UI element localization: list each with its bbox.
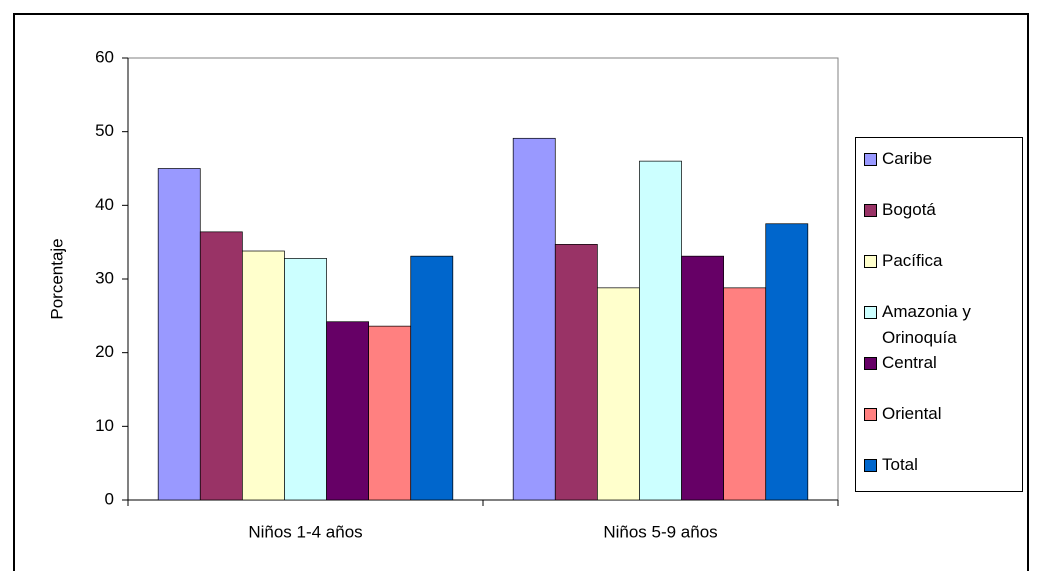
legend-item: Pacífica xyxy=(864,248,1014,274)
legend-label: Oriental xyxy=(882,404,942,423)
bar xyxy=(512,137,556,501)
legend-label: Amazonia y Orinoquía xyxy=(882,302,971,347)
legend-item: Total xyxy=(864,452,1014,478)
bar xyxy=(199,231,243,501)
legend-swatch xyxy=(864,408,877,421)
bar xyxy=(410,255,454,501)
bar xyxy=(284,258,327,501)
legend-swatch xyxy=(864,204,877,217)
bar xyxy=(554,244,598,501)
legend-label: Bogotá xyxy=(882,200,936,219)
legend-label: Pacífica xyxy=(882,251,943,270)
legend-label: Central xyxy=(882,353,937,372)
y-tick-label: 10 xyxy=(95,416,114,435)
bar xyxy=(368,325,412,501)
frame xyxy=(13,13,1029,571)
legend-swatch xyxy=(864,255,877,268)
y-tick-label: 40 xyxy=(95,195,114,214)
bar xyxy=(326,321,369,501)
y-tick-label: 50 xyxy=(95,121,114,140)
legend-swatch xyxy=(864,306,877,319)
y-tick-label: 60 xyxy=(95,47,114,66)
legend-swatch xyxy=(864,459,877,472)
bar xyxy=(639,160,682,501)
legend-label: Total xyxy=(882,455,918,474)
legend-item: Oriental xyxy=(864,401,1014,427)
bar xyxy=(681,255,724,501)
y-axis-label: Porcentaje xyxy=(47,238,66,319)
legend-item: Amazonia y Orinoquía xyxy=(864,299,1014,351)
x-tick-label: Niños 1-4 años xyxy=(248,522,362,541)
legend-label: Caribe xyxy=(882,149,933,168)
bar xyxy=(157,168,201,501)
bar xyxy=(597,287,640,501)
legend-item: Bogotá xyxy=(864,197,1014,223)
legend-swatch xyxy=(864,357,877,370)
y-tick-label: 0 xyxy=(105,489,114,508)
legend-item: Central xyxy=(864,350,1014,376)
bar xyxy=(723,287,767,501)
bar xyxy=(242,250,285,501)
legend-swatch xyxy=(864,153,877,166)
x-tick-label: Niños 5-9 años xyxy=(603,522,717,541)
y-tick-label: 20 xyxy=(95,342,114,361)
bar xyxy=(765,223,809,501)
y-tick-label: 30 xyxy=(95,268,114,287)
legend-item: Caribe xyxy=(864,146,1014,172)
legend: Caribe Bogotá Pacífica Amazonia y Orinoquía… xyxy=(855,137,1023,492)
